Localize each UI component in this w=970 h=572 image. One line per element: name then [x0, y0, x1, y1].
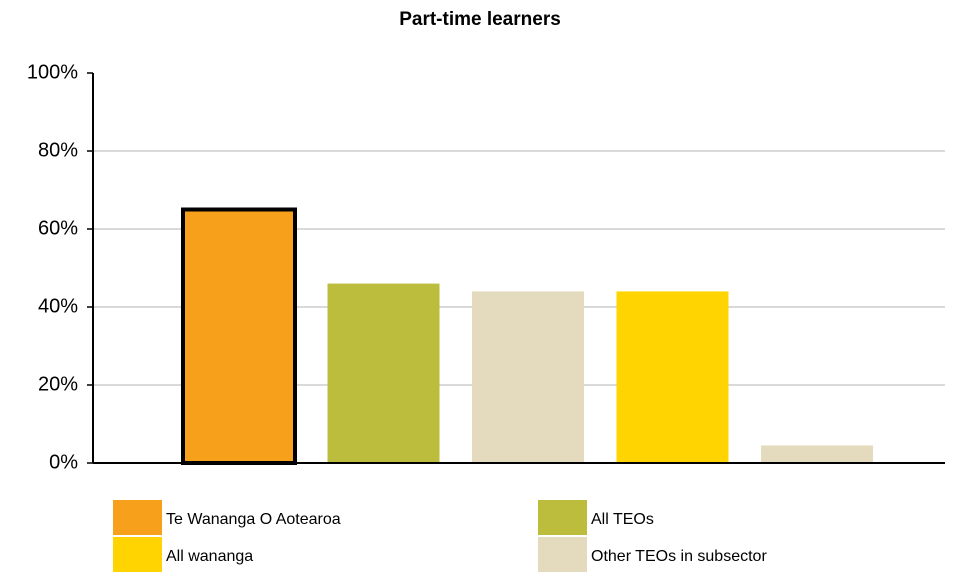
- chart-title: Part-time learners: [399, 9, 561, 30]
- legend-label: Te Wananga O Aotearoa: [166, 511, 341, 528]
- y-tick-label: 100%: [27, 61, 78, 83]
- bar: [761, 445, 873, 463]
- legend-label: All TEOs: [591, 511, 654, 528]
- bar: [472, 291, 584, 463]
- legend-label: All wananga: [166, 548, 253, 565]
- legend-label: Other TEOs in subsector: [591, 548, 767, 565]
- y-tick-label: 20%: [38, 373, 78, 395]
- legend-swatch: [538, 500, 587, 535]
- y-tick-label: 60%: [38, 217, 78, 239]
- y-tick-label: 80%: [38, 139, 78, 161]
- y-tick-label: 0%: [49, 451, 78, 473]
- y-tick-label: 40%: [38, 295, 78, 317]
- bar: [181, 207, 297, 465]
- bar: [327, 283, 440, 463]
- bar: [616, 291, 729, 463]
- legend-swatch: [113, 500, 162, 535]
- legend-swatch: [538, 537, 587, 572]
- legend-swatch: [113, 537, 162, 572]
